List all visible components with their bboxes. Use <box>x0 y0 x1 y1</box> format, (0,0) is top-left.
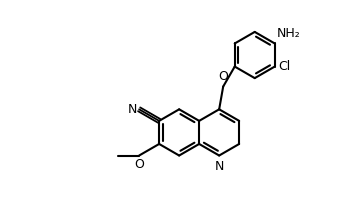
Text: N: N <box>128 103 137 116</box>
Text: O: O <box>134 158 144 171</box>
Text: Cl: Cl <box>279 60 291 73</box>
Text: N: N <box>214 160 224 173</box>
Text: O: O <box>218 70 228 83</box>
Text: NH₂: NH₂ <box>277 27 301 40</box>
